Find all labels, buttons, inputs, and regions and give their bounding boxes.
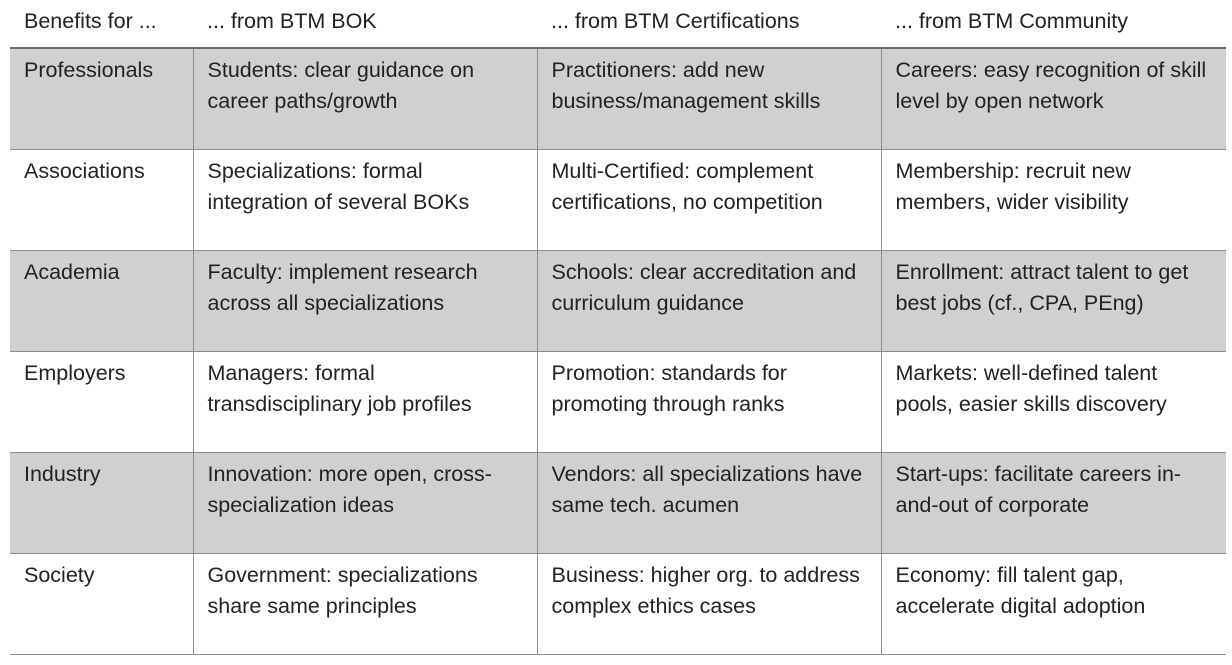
row-label: Associations bbox=[10, 149, 193, 251]
table-body: Professionals Students: clear guidance o… bbox=[10, 48, 1226, 655]
cell-community: Start-ups: facilitate careers in-and-out… bbox=[880, 452, 1226, 554]
table-row: Employers Managers: formal transdiscipli… bbox=[10, 351, 1226, 453]
cell-bok: Specializations: formal integration of s… bbox=[192, 149, 537, 251]
cell-text: Careers: easy recognition of skill level… bbox=[895, 58, 1207, 113]
table-row: Associations Specializations: formal int… bbox=[10, 149, 1226, 251]
header-btm-community: ... from BTM Community bbox=[881, 0, 1226, 49]
cell-bok: Faculty: implement research across all s… bbox=[192, 250, 537, 352]
cell-certifications: Schools: clear accreditation and curricu… bbox=[536, 250, 881, 352]
cell-text: Government: specializations share same p… bbox=[207, 562, 478, 618]
header-btm-certifications: ... from BTM Certifications bbox=[537, 0, 881, 49]
header-btm-bok: ... from BTM BOK bbox=[193, 0, 537, 49]
cell-bok: Managers: formal transdisciplinary job p… bbox=[192, 351, 537, 453]
cell-bok: Innovation: more open, cross-specializat… bbox=[192, 452, 537, 554]
cell-text: Students: clear guidance on career paths… bbox=[207, 58, 475, 113]
cell-bok: Government: specializations share same p… bbox=[192, 553, 537, 655]
table-row: Industry Innovation: more open, cross-sp… bbox=[10, 452, 1226, 554]
row-label: Academia bbox=[10, 250, 193, 352]
cell-text: Specializations: formal integration of s… bbox=[207, 158, 470, 214]
cell-text: Economy: fill talent gap, accelerate dig… bbox=[895, 562, 1146, 618]
cell-text: Promotion: standards for promoting throu… bbox=[551, 360, 787, 416]
cell-community: Enrollment: attract talent to get best j… bbox=[880, 250, 1226, 352]
cell-text: Multi-Certified: complement certificatio… bbox=[551, 158, 823, 214]
cell-certifications: Vendors: all specializations have same t… bbox=[536, 452, 881, 554]
cell-text: Start-ups: facilitate careers in-and-out… bbox=[895, 461, 1182, 517]
cell-community: Economy: fill talent gap, accelerate dig… bbox=[880, 553, 1226, 655]
cell-text: Faculty: implement research across all s… bbox=[207, 259, 478, 315]
cell-bok: Students: clear guidance on career paths… bbox=[192, 48, 537, 150]
cell-certifications: Business: higher org. to address complex… bbox=[536, 553, 881, 655]
header-benefits-for: Benefits for ... bbox=[10, 0, 193, 49]
cell-text: Managers: formal transdisciplinary job p… bbox=[207, 360, 472, 416]
table-row: Academia Faculty: implement research acr… bbox=[10, 250, 1226, 352]
table-row: Society Government: specializations shar… bbox=[10, 553, 1226, 655]
cell-text: Membership: recruit new members, wider v… bbox=[895, 158, 1131, 214]
cell-text: Markets: well-defined talent pools, easi… bbox=[895, 360, 1167, 416]
row-label: Employers bbox=[10, 351, 193, 453]
benefits-table: Benefits for ... ... from BTM BOK ... fr… bbox=[10, 0, 1226, 655]
cell-community: Careers: easy recognition of skill level… bbox=[880, 48, 1226, 150]
cell-text: Enrollment: attract talent to get best j… bbox=[895, 259, 1189, 315]
cell-certifications: Promotion: standards for promoting throu… bbox=[536, 351, 881, 453]
table-header: Benefits for ... ... from BTM BOK ... fr… bbox=[10, 0, 1226, 49]
cell-text: Schools: clear accreditation and curricu… bbox=[551, 259, 857, 315]
cell-text: Business: higher org. to address complex… bbox=[551, 562, 860, 618]
cell-community: Markets: well-defined talent pools, easi… bbox=[880, 351, 1226, 453]
cell-community: Membership: recruit new members, wider v… bbox=[880, 149, 1226, 251]
cell-certifications: Multi-Certified: complement certificatio… bbox=[536, 149, 881, 251]
row-label: Professionals bbox=[10, 48, 193, 150]
cell-certifications: Practitioners: add new business/manageme… bbox=[536, 48, 881, 150]
row-label: Society bbox=[10, 553, 193, 655]
row-label: Industry bbox=[10, 452, 193, 554]
cell-text: Practitioners: add new business/manageme… bbox=[551, 58, 821, 113]
header-row: Benefits for ... ... from BTM BOK ... fr… bbox=[10, 0, 1226, 49]
cell-text: Innovation: more open, cross-specializat… bbox=[207, 461, 492, 517]
cell-text: Vendors: all specializations have same t… bbox=[551, 461, 863, 517]
table-row: Professionals Students: clear guidance o… bbox=[10, 48, 1226, 150]
